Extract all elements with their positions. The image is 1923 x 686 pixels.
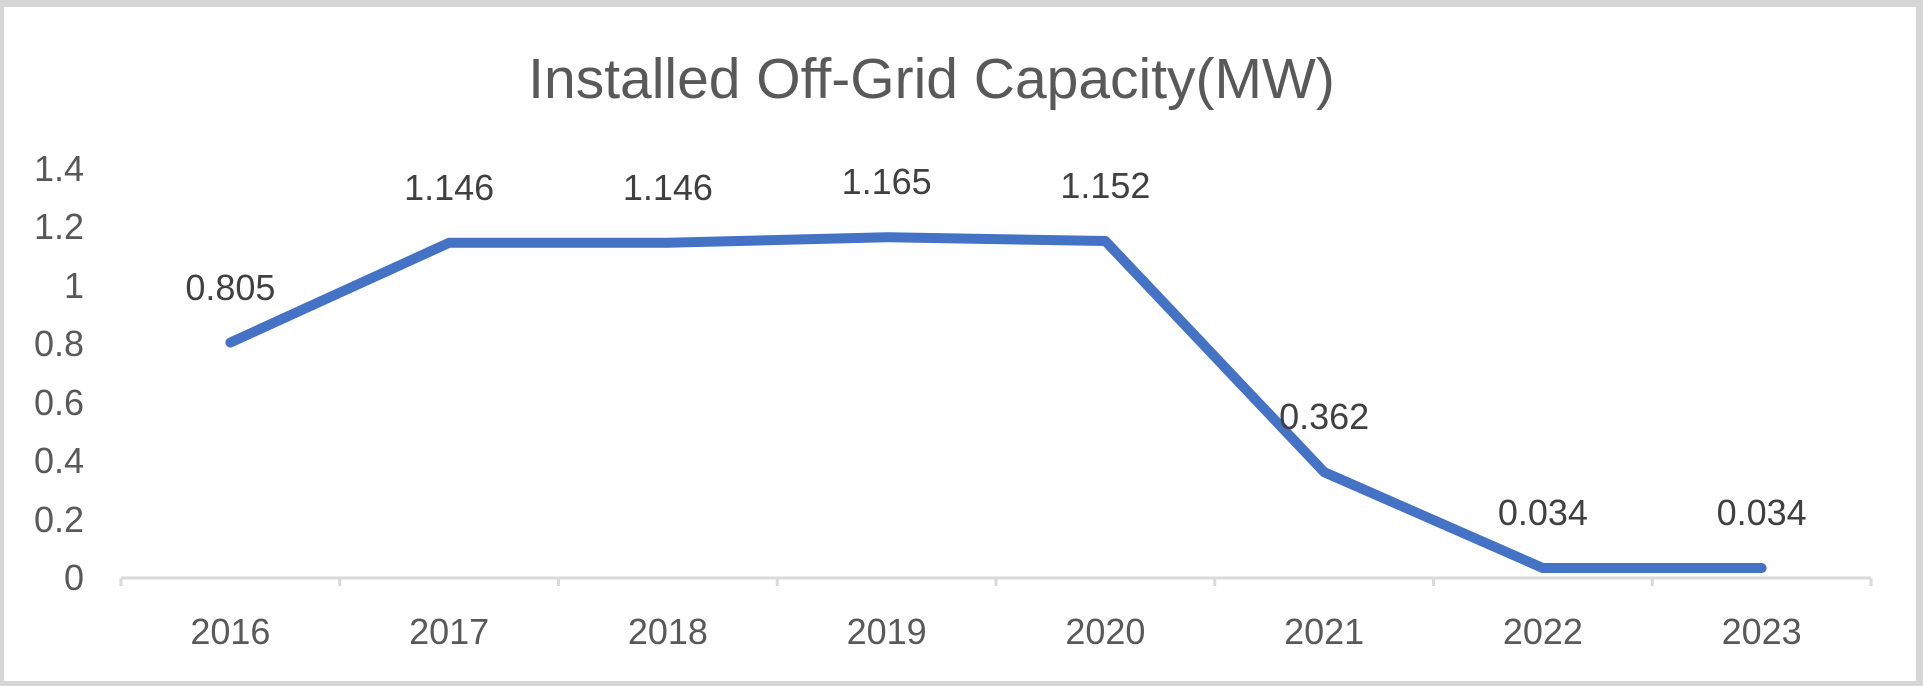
data-label: 1.152 <box>1060 165 1151 207</box>
y-axis-tick-label: 0.6 <box>33 381 84 423</box>
x-axis-category-label: 2018 <box>627 611 708 652</box>
data-label: 0.805 <box>185 266 276 308</box>
data-label: 0.034 <box>1716 492 1807 534</box>
data-label: 1.146 <box>622 166 713 208</box>
x-axis-category-label: 2023 <box>1721 611 1802 652</box>
x-axis-category-label: 2022 <box>1502 611 1583 652</box>
y-axis-tick-label: 1 <box>63 264 84 306</box>
plot-area <box>119 232 1873 586</box>
chart-title: Installed Off-Grid Capacity(MW) <box>528 47 1335 111</box>
series-line <box>225 232 1767 574</box>
data-label: 1.146 <box>404 166 495 208</box>
y-axis-tick-label: 0 <box>63 557 84 598</box>
x-axis-category-label: 2021 <box>1284 611 1365 652</box>
x-axis-category-label: 2019 <box>846 611 927 652</box>
x-axis-category-label: 2016 <box>190 611 271 652</box>
y-axis-tick-label: 1.4 <box>33 147 84 189</box>
y-axis-tick-label: 0.8 <box>33 323 84 364</box>
data-label: 1.165 <box>841 161 932 203</box>
x-axis-ticks <box>119 578 1873 586</box>
chart-area: Installed Off-Grid Capacity(MW) 0 0.2 0.4 0… <box>4 7 1916 681</box>
y-axis-tick-label: 0.2 <box>33 498 84 540</box>
data-label: 0.034 <box>1497 492 1588 534</box>
x-axis-category-label: 2017 <box>409 611 490 652</box>
data-label: 0.362 <box>1279 396 1370 438</box>
y-axis-tick-label: 0.4 <box>33 440 84 481</box>
y-axis-tick-label: 1.2 <box>33 206 84 247</box>
x-axis-category-label: 2020 <box>1065 611 1146 652</box>
